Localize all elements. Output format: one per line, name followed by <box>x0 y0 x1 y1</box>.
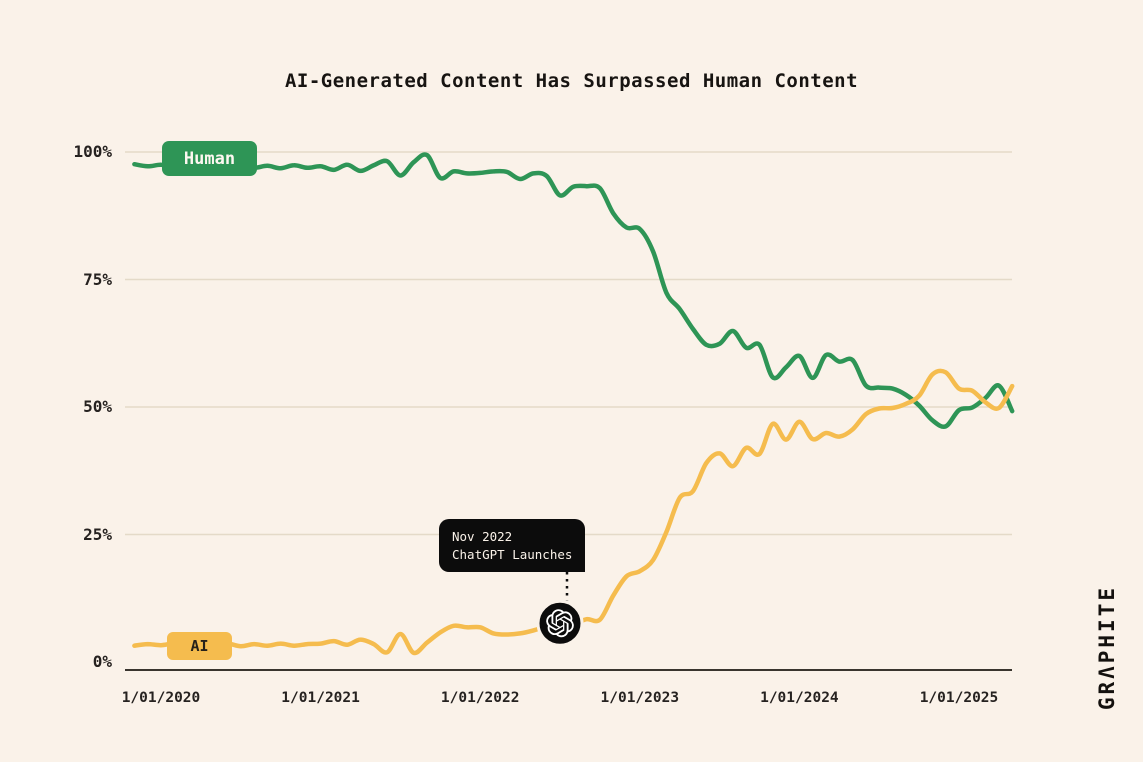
y-tick-50%: 50% <box>83 397 112 416</box>
legend-human-chip: Human <box>162 141 257 176</box>
y-tick-100%: 100% <box>73 142 112 161</box>
x-tick-2020: 1/01/2020 <box>121 690 201 706</box>
legend-ai-chip: AI <box>167 632 232 660</box>
y-tick-25%: 25% <box>83 524 112 544</box>
legend-human-label: Human <box>183 148 236 169</box>
x-tick-2021: 1/01/2021 <box>281 690 360 706</box>
y-tick-75%: 75% <box>83 269 112 289</box>
chart-title: AI-Generated Content Has Surpassed Human… <box>284 70 859 92</box>
annotation-tooltip: Nov 2022 ChatGPT Launches <box>439 519 586 573</box>
x-tick-2022: 1/01/2022 <box>440 690 520 706</box>
legend-ai-label: AI <box>190 637 209 655</box>
x-tick-2024: 1/01/2024 <box>760 690 839 706</box>
y-tick-0%: 0% <box>92 652 112 671</box>
annotation-line2: ChatGPT Launches <box>452 547 573 563</box>
x-tick-2025: 1/01/2025 <box>919 690 999 706</box>
x-tick-2023: 1/01/2023 <box>600 690 680 706</box>
human-line <box>132 152 1015 430</box>
chatgpt-marker-circle <box>536 599 584 647</box>
openai-logo-icon <box>546 609 574 638</box>
graphite-logo: GRΛPHITE <box>1095 584 1119 710</box>
annotation-line1: Nov 2022 <box>452 529 513 544</box>
